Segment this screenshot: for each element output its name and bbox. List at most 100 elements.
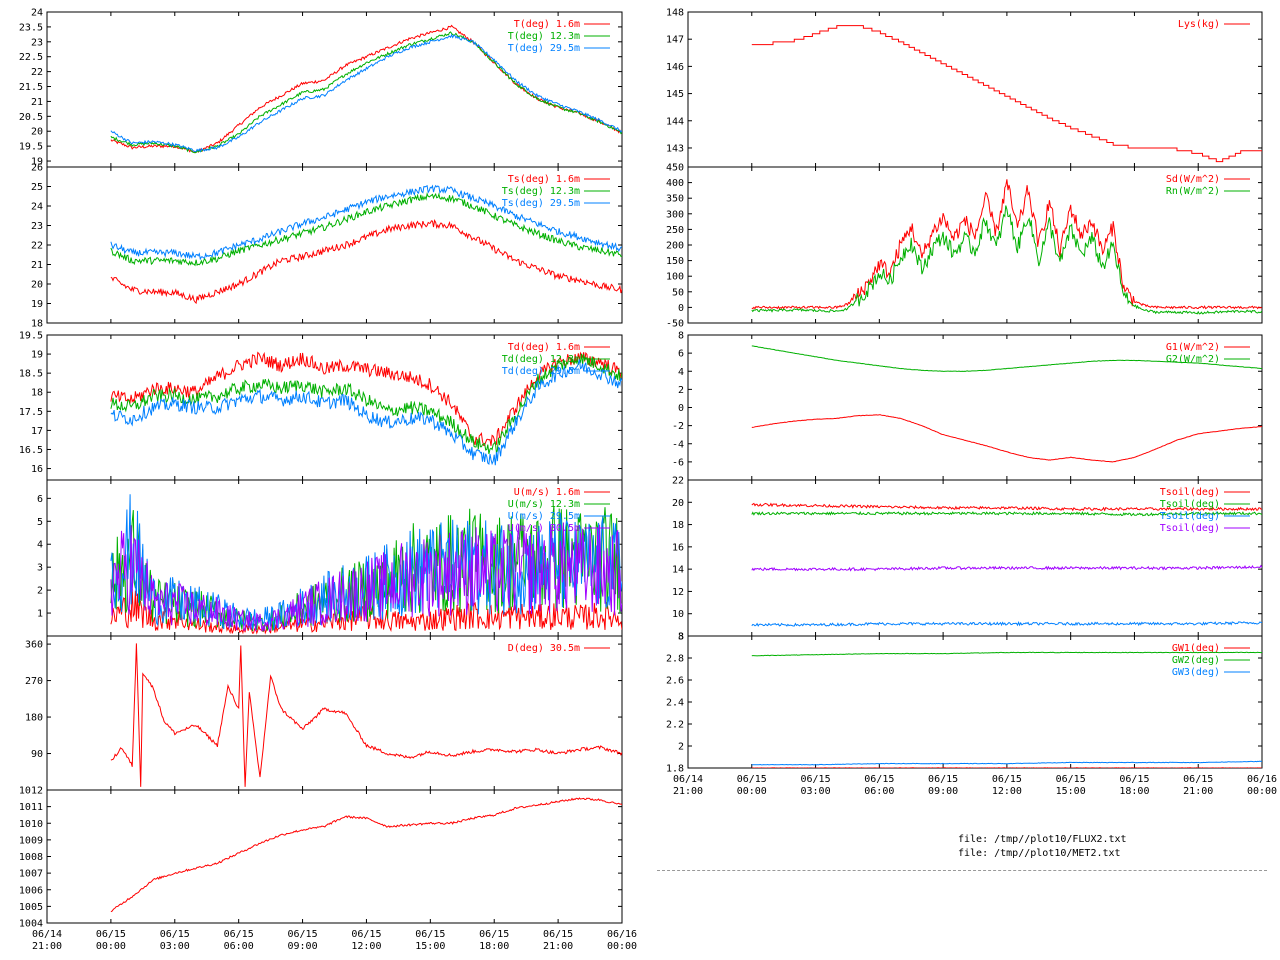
legend-label: Sd(W/m^2) xyxy=(1166,174,1220,185)
y-tick-label: 143 xyxy=(666,143,684,154)
legend-label: Lys(kg) xyxy=(1178,19,1220,30)
legend-label: Td(deg) 1.6m xyxy=(508,342,580,353)
y-tick-label: 1007 xyxy=(19,869,43,880)
legend-label: Ts(deg) 1.6m xyxy=(508,174,580,185)
x-tick-label: 06/15 03:00 xyxy=(160,929,190,952)
y-tick-label: 300 xyxy=(666,209,684,220)
legend-label: U(m/s) 29.5m xyxy=(508,511,580,522)
y-tick-label: 0 xyxy=(678,403,684,414)
y-tick-label: 18.5 xyxy=(19,369,43,380)
y-tick-label: 20 xyxy=(31,280,43,291)
x-tick-label: 06/16 00:00 xyxy=(1247,774,1277,797)
legend-label: Tsoil(deg) xyxy=(1160,511,1220,522)
y-tick-label: 250 xyxy=(666,225,684,236)
legend-label: T(deg) 12.3m xyxy=(508,31,580,42)
y-tick-label: -6 xyxy=(672,457,684,468)
y-tick-label: 270 xyxy=(25,676,43,687)
y-tick-label: 1009 xyxy=(19,835,43,846)
chart-pressure: 1004 1005 1006 1007 1008 1009 1010 1011 1012 xyxy=(19,786,623,930)
legend-label: Ts(deg) 12.3m xyxy=(502,186,580,197)
y-tick-label: 22 xyxy=(31,67,43,78)
x-tick-label: 06/15 06:00 xyxy=(224,929,254,952)
x-tick-label: 06/15 00:00 xyxy=(737,774,767,797)
y-tick-label: 16 xyxy=(31,464,43,475)
file-label-met: file: /tmp//plot10/MET2.txt xyxy=(958,848,1121,859)
y-tick-label: 10 xyxy=(672,609,684,620)
y-tick-label: 147 xyxy=(666,35,684,46)
y-tick-label: 24 xyxy=(31,202,43,213)
series-line-surface-temperature-0 xyxy=(110,219,622,305)
y-tick-label: 19.5 xyxy=(19,331,43,342)
y-tick-label: 18 xyxy=(31,319,43,330)
series-line-wind-direction-0 xyxy=(110,643,622,787)
y-tick-label: 50 xyxy=(672,287,684,298)
series-line-air-temperature-1 xyxy=(110,31,622,154)
y-tick-label: 26 xyxy=(31,163,43,174)
legend-label: Tsoil(deg) xyxy=(1160,487,1220,498)
x-tick-label: 06/15 12:00 xyxy=(992,774,1022,797)
chart-wind-speed: 1 2 3 4 5 6 U(m/s) 1.6mU(m/s) 12.3mU(m/s) 29.5… xyxy=(37,479,623,637)
y-tick-label: 21.5 xyxy=(19,82,43,93)
y-tick-label: 20 xyxy=(31,127,43,138)
y-tick-label: 2 xyxy=(37,586,43,597)
y-tick-label: 1.8 xyxy=(666,764,684,775)
y-tick-label: 24 xyxy=(31,8,43,19)
series-line-soil-temperature-1 xyxy=(751,510,1262,517)
plot-frame xyxy=(687,11,1263,168)
y-tick-label: 350 xyxy=(666,194,684,205)
x-tick-label: 06/15 03:00 xyxy=(801,774,831,797)
y-tick-label: 23 xyxy=(31,221,43,232)
y-tick-label: 1011 xyxy=(19,802,43,813)
y-tick-label: 2 xyxy=(678,742,684,753)
x-tick-label: 06/15 15:00 xyxy=(1056,774,1086,797)
y-tick-label: -2 xyxy=(672,421,684,432)
y-tick-label: -50 xyxy=(666,319,684,330)
y-tick-label: 1012 xyxy=(19,786,43,797)
y-tick-label: 1006 xyxy=(19,885,43,896)
y-tick-label: 18 xyxy=(31,388,43,399)
series-line-pressure-0 xyxy=(110,797,622,913)
series-line-wind-speed-3 xyxy=(110,522,622,633)
legend-label: U(m/s) 1.6m xyxy=(514,487,580,498)
y-tick-label: 16 xyxy=(672,542,684,553)
y-tick-label: 6 xyxy=(678,349,684,360)
y-tick-label: 2.8 xyxy=(666,654,684,665)
series-line-ground-heat-flux-1 xyxy=(751,345,1262,372)
x-tick-label: 06/15 12:00 xyxy=(351,929,381,952)
series-line-dew-point-0 xyxy=(110,351,622,446)
legend-label: T(deg) 1.6m xyxy=(514,19,580,30)
y-tick-label: 23.5 xyxy=(19,22,43,33)
y-tick-label: 90 xyxy=(31,749,43,760)
legend-label: G2(W/m^2) xyxy=(1166,354,1220,365)
series-line-air-temperature-2 xyxy=(110,33,622,153)
series-line-ground-heat-flux-0 xyxy=(751,414,1262,463)
y-tick-label: 360 xyxy=(25,640,43,651)
y-tick-label: 22 xyxy=(672,476,684,487)
y-tick-label: 1004 xyxy=(19,919,43,930)
y-tick-label: 22 xyxy=(31,241,43,252)
y-tick-label: 2.6 xyxy=(666,676,684,687)
x-tick-label: 06/16 00:00 xyxy=(607,929,637,952)
x-tick-label: 06/15 09:00 xyxy=(928,774,958,797)
y-tick-label: 2.2 xyxy=(666,720,684,731)
chart-wind-direction: 90 180 270 360 D(deg) 30.5m xyxy=(25,635,623,791)
series-line-soil-temperature-0 xyxy=(751,502,1262,512)
y-tick-label: 14 xyxy=(672,565,684,576)
y-tick-label: -4 xyxy=(672,439,684,450)
series-line-soil-temperature-2 xyxy=(751,621,1262,627)
y-tick-label: 1 xyxy=(37,609,43,620)
y-tick-label: 1008 xyxy=(19,852,43,863)
separator-line xyxy=(657,870,1267,871)
x-tick-label: 06/14 21:00 xyxy=(673,774,703,797)
legend-label: Td(deg) 12.3m xyxy=(502,354,580,365)
y-tick-label: 5 xyxy=(37,517,43,528)
y-tick-label: 6 xyxy=(37,494,43,505)
y-tick-label: 19 xyxy=(31,299,43,310)
x-tick-label: 06/15 21:00 xyxy=(1183,774,1213,797)
legend-label: GW2(deg) xyxy=(1172,655,1220,666)
y-tick-label: 8 xyxy=(678,331,684,342)
y-tick-label: 3 xyxy=(37,563,43,574)
y-tick-label: 180 xyxy=(25,713,43,724)
